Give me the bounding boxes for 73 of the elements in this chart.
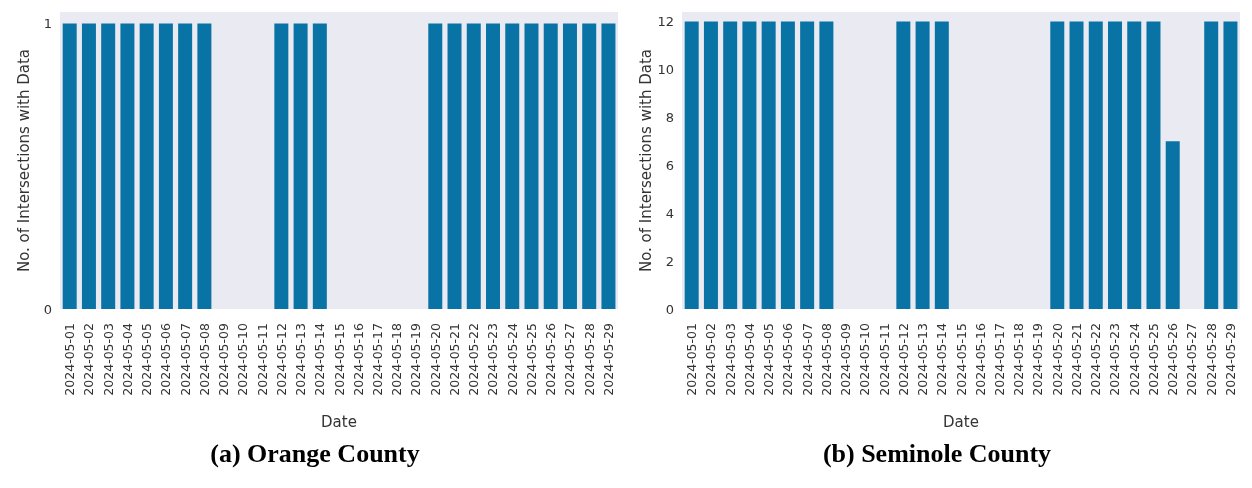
x-tick-label: 2024-05-20	[1049, 322, 1065, 396]
y-tick-label: 0	[665, 301, 674, 317]
x-tick-label: 2024-05-13	[915, 323, 931, 396]
y-tick-label: 0	[43, 301, 52, 317]
x-tick-label: 2024-05-18	[389, 322, 405, 396]
x-tick-label: 2024-05-01	[684, 323, 700, 396]
x-tick-label: 2024-05-06	[780, 322, 796, 396]
x-tick-label: 2024-05-07	[177, 323, 193, 396]
x-tick-label: 2024-05-06	[158, 322, 174, 396]
x-tick-label: 2024-05-02	[81, 323, 97, 396]
x-tick-label: 2024-05-09	[216, 322, 232, 396]
y-tick-label: 6	[665, 157, 674, 173]
x-tick-label: 2024-05-29	[600, 322, 616, 396]
x-tick-label: 2024-05-17	[991, 323, 1007, 396]
y-tick-label: 2	[665, 253, 674, 269]
x-tick-label: 2024-05-14	[934, 322, 950, 396]
x-tick-label: 2024-05-05	[139, 323, 155, 396]
y-tick-label: 4	[665, 205, 674, 221]
x-tick-label: 2024-05-04	[119, 322, 135, 396]
x-tick-label: 2024-05-10	[235, 322, 251, 396]
text: (a) Orange County	[210, 439, 420, 469]
x-tick-label: 2024-05-13	[293, 323, 309, 396]
x-tick-label: 2024-05-21	[1068, 323, 1084, 396]
x-tick-label: 2024-05-26	[543, 322, 559, 396]
x-tick-label: 2024-05-15	[331, 323, 347, 396]
x-axis-title: Date	[321, 413, 357, 431]
x-tick-label: 2024-05-23	[1107, 323, 1123, 396]
x-tick-label: 2024-05-01	[62, 323, 78, 396]
x-tick-label: 2024-05-19	[408, 322, 424, 396]
x-tick-label: 2024-05-24	[504, 322, 520, 396]
y-tick-label: 1	[43, 16, 52, 32]
x-tick-label: 2024-05-03	[722, 323, 738, 396]
x-tick-label: 2024-05-03	[100, 323, 116, 396]
x-tick-label: 2024-05-16	[350, 322, 366, 396]
x-tick-label: 2024-05-11	[876, 323, 892, 396]
x-tick-label: 2024-05-08	[196, 322, 212, 396]
x-tick-label: 2024-05-28	[581, 322, 597, 396]
x-tick-label: 2024-05-12	[273, 323, 289, 396]
text: (b) Seminole County	[822, 439, 1052, 469]
x-tick-label: 2024-05-15	[953, 323, 969, 396]
x-tick-label: 2024-05-05	[761, 323, 777, 396]
x-tick-label: 2024-05-25	[523, 323, 539, 396]
x-tick-label: 2024-05-14	[312, 322, 328, 396]
y-tick-label: 10	[657, 62, 674, 78]
x-tick-label: 2024-05-25	[1145, 323, 1161, 396]
x-tick-label: 2024-05-20	[427, 322, 443, 396]
x-tick-label: 2024-05-11	[254, 323, 270, 396]
x-tick-label: 2024-05-10	[857, 322, 873, 396]
y-tick-label: 12	[657, 14, 674, 30]
x-tick-label: 2024-05-21	[446, 323, 462, 396]
x-tick-label: 2024-05-27	[1184, 323, 1200, 396]
x-tick-label: 2024-05-16	[972, 322, 988, 396]
y-tick-label: 8	[665, 110, 674, 125]
x-tick-label: 2024-05-23	[485, 323, 501, 396]
y-axis-title: No. of Intersections with Data	[637, 48, 655, 273]
x-tick-label: 2024-05-18	[1011, 322, 1027, 396]
x-tick-label: 2024-05-08	[818, 322, 834, 396]
x-tick-label: 2024-05-09	[838, 322, 854, 396]
x-tick-label: 2024-05-29	[1222, 322, 1238, 396]
x-tick-label: 2024-05-17	[369, 323, 385, 396]
x-axis-title: Date	[943, 413, 979, 431]
x-tick-label: 2024-05-24	[1126, 322, 1142, 396]
x-tick-label: 2024-05-22	[466, 323, 482, 396]
y-axis-title: No. of Intersections with Data	[15, 48, 33, 273]
x-tick-label: 2024-05-28	[1203, 322, 1219, 396]
x-tick-label: 2024-05-12	[895, 323, 911, 396]
x-tick-label: 2024-05-02	[703, 323, 719, 396]
x-tick-label: 2024-05-22	[1088, 323, 1104, 396]
x-tick-label: 2024-05-04	[741, 322, 757, 396]
x-tick-label: 2024-05-19	[1030, 322, 1046, 396]
x-tick-label: 2024-05-26	[1165, 322, 1181, 396]
x-tick-label: 2024-05-27	[562, 323, 578, 396]
x-tick-label: 2024-05-07	[799, 323, 815, 396]
